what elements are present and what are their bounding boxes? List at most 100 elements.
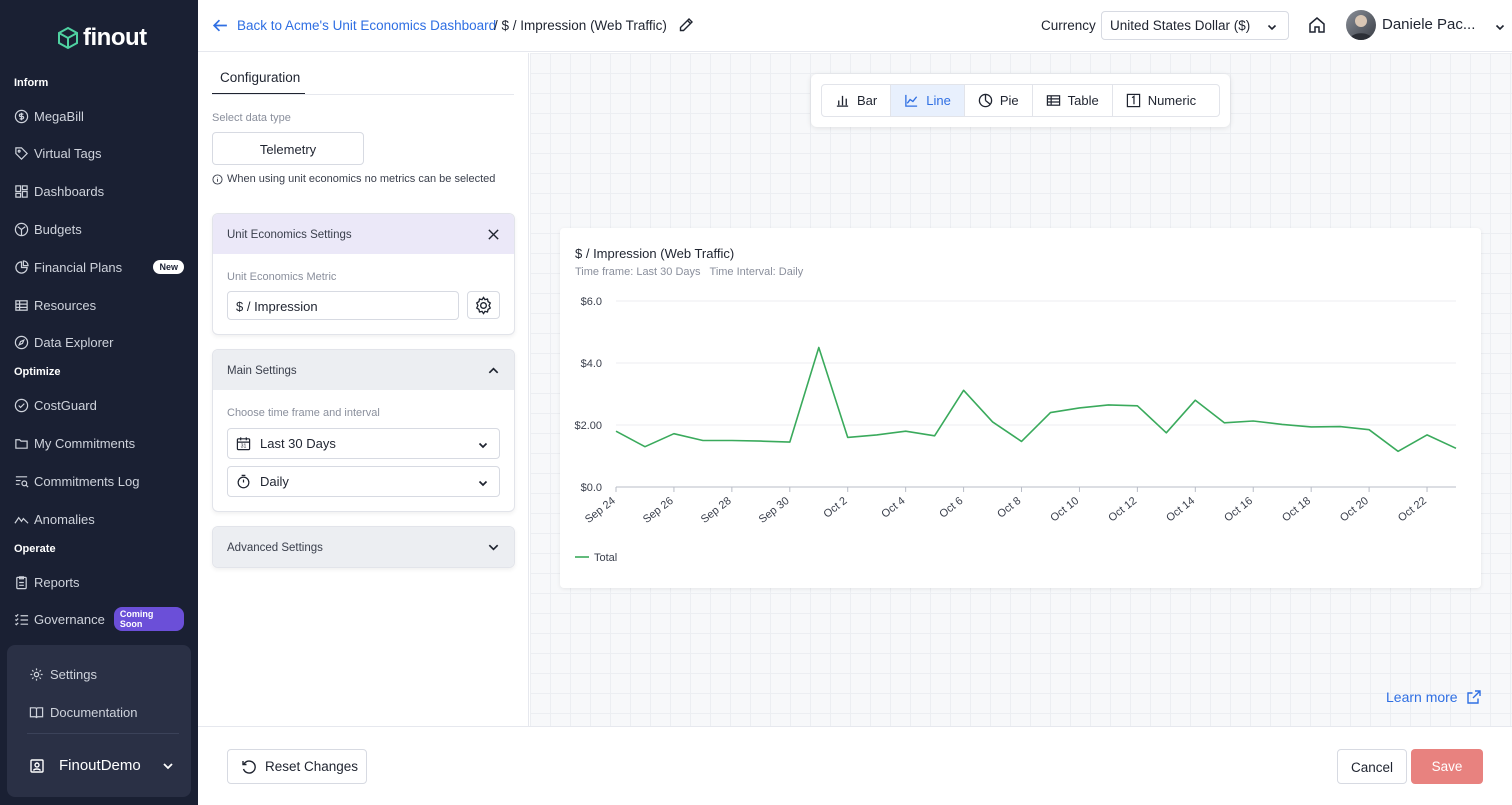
data-point (875, 433, 879, 437)
x-tick-label: Oct 4 (879, 495, 907, 521)
data-point (1222, 421, 1226, 425)
chart-type-bar[interactable]: Bar (822, 85, 892, 116)
data-point (1425, 433, 1429, 437)
x-tick-label: Oct 10 (1048, 495, 1081, 524)
learn-more-link[interactable]: Learn more (1386, 689, 1482, 705)
avatar[interactable] (1346, 10, 1376, 40)
tag-icon (15, 146, 28, 160)
sidebar-item-virtual-tags[interactable]: Virtual Tags (14, 141, 190, 165)
close-icon[interactable] (487, 228, 500, 241)
learn-more-label: Learn more (1386, 689, 1458, 705)
section-optimize: Optimize (14, 366, 61, 378)
sidebar-item-resources[interactable]: Resources (14, 293, 190, 317)
new-badge: New (153, 260, 184, 274)
sidebar-bottom-panel: Settings Documentation FinoutDemo (7, 645, 191, 797)
user-name[interactable]: Daniele Pac... (1382, 16, 1476, 33)
data-point (730, 439, 734, 443)
data-point (1309, 425, 1313, 429)
y-tick-label: $2.00 (574, 420, 602, 432)
footer-bar: Reset Changes Cancel Save (198, 726, 1512, 805)
data-point (1454, 446, 1458, 450)
sidebar-item-anomalies[interactable]: Anomalies (14, 507, 190, 531)
coming-soon-badge: Coming Soon (113, 607, 184, 631)
breadcrumb-separator: / (494, 18, 498, 33)
chart-timeframe: Time frame: Last 30 Days (575, 266, 701, 278)
divider (212, 94, 514, 95)
cancel-button[interactable]: Cancel (1337, 749, 1407, 784)
sidebar-item-reports[interactable]: Reports (14, 570, 190, 594)
sidebar-item-settings[interactable]: Settings (29, 667, 97, 682)
data-point (701, 439, 705, 443)
page-title-text: $ / Impression (Web Traffic) (501, 18, 667, 33)
save-button[interactable]: Save (1411, 749, 1483, 784)
sidebar-item-label: MegaBill (34, 108, 84, 124)
sidebar-item-commitments-log[interactable]: Commitments Log (14, 469, 190, 493)
data-point (672, 432, 676, 436)
data-point (962, 388, 966, 392)
card-header[interactable]: Main Settings (213, 350, 514, 390)
chart-type-label: Numeric (1147, 93, 1197, 108)
sidebar-item-financial-plans[interactable]: Financial Plans New (14, 255, 190, 279)
metric-settings-button[interactable] (467, 291, 500, 319)
back-link[interactable]: Back to Acme's Unit Economics Dashboard (212, 17, 496, 34)
edit-title-button[interactable] (678, 17, 694, 38)
sidebar-item-costguard[interactable]: CostGuard (14, 393, 190, 417)
chart-subtitle: Time frame: Last 30 Days Time Interval: … (575, 266, 803, 278)
currency-label: Currency (1041, 18, 1096, 33)
chart-type-pie[interactable]: Pie (965, 85, 1033, 116)
currency-select[interactable]: United States Dollar ($) (1101, 11, 1289, 40)
user-avatar-icon (1349, 15, 1373, 40)
org-switcher[interactable]: FinoutDemo (29, 757, 175, 774)
card-title: Unit Economics Settings (227, 229, 352, 241)
note-text: When using unit economics no metrics can… (227, 173, 496, 185)
data-point (933, 434, 937, 438)
user-menu-toggle[interactable] (1494, 20, 1506, 38)
data-point (1193, 398, 1197, 402)
interval-select[interactable]: Daily (227, 466, 500, 497)
org-name: FinoutDemo (59, 757, 141, 774)
chart-type-label: Bar (857, 93, 878, 108)
sidebar-item-governance[interactable]: Governance Coming Soon (14, 607, 190, 631)
tab-configuration[interactable]: Configuration (212, 53, 305, 95)
checklist-icon (14, 613, 29, 626)
data-point (759, 439, 763, 443)
x-tick-label: Sep 30 (757, 495, 792, 526)
chart-type-numeric[interactable]: Numeric (1113, 85, 1209, 116)
data-point (788, 440, 792, 444)
sidebar-item-label: Budgets (34, 221, 82, 237)
data-type-telemetry-button[interactable]: Telemetry (212, 132, 364, 165)
clipboard-icon (16, 575, 27, 589)
home-button[interactable] (1308, 16, 1326, 39)
gear-icon (475, 295, 492, 315)
sidebar-item-megabill[interactable]: MegaBill (14, 104, 190, 128)
x-tick-label: Oct 18 (1280, 495, 1313, 524)
anomaly-icon (14, 516, 29, 524)
sidebar-item-data-explorer[interactable]: Data Explorer (14, 330, 190, 354)
timeframe-select[interactable]: 31 Last 30 Days (227, 428, 500, 459)
sidebar-item-label: Reports (34, 574, 80, 590)
sidebar-item-documentation[interactable]: Documentation (29, 705, 137, 720)
sidebar-item-budgets[interactable]: Budgets (14, 217, 190, 241)
data-point (846, 435, 850, 439)
chart-type-table[interactable]: Table (1033, 85, 1113, 116)
finout-logo[interactable]: finout (56, 24, 147, 52)
metric-input[interactable]: $ / Impression (227, 291, 459, 320)
y-tick-label: $6.0 (581, 296, 602, 308)
x-tick-label: Oct 16 (1222, 495, 1255, 524)
data-point (1020, 439, 1024, 443)
main-settings-card: Main Settings Choose time frame and inte… (212, 349, 515, 512)
sidebar-item-my-commitments[interactable]: My Commitments (14, 431, 190, 455)
advanced-settings-card[interactable]: Advanced Settings (212, 526, 515, 568)
arrow-left-icon (212, 19, 227, 32)
data-point (1338, 425, 1342, 429)
card-header[interactable]: Advanced Settings (213, 527, 514, 567)
chevron-down-icon (488, 544, 499, 551)
reset-changes-button[interactable]: Reset Changes (227, 749, 367, 784)
sidebar-item-label: Governance (34, 611, 105, 627)
top-bar: Back to Acme's Unit Economics Dashboard … (198, 0, 1512, 52)
sidebar-item-dashboards[interactable]: Dashboards (14, 179, 190, 203)
data-point (1077, 406, 1081, 410)
finout-logo-icon (58, 26, 78, 50)
chart-type-line[interactable]: Line (891, 85, 965, 116)
external-link-icon (1466, 690, 1481, 704)
